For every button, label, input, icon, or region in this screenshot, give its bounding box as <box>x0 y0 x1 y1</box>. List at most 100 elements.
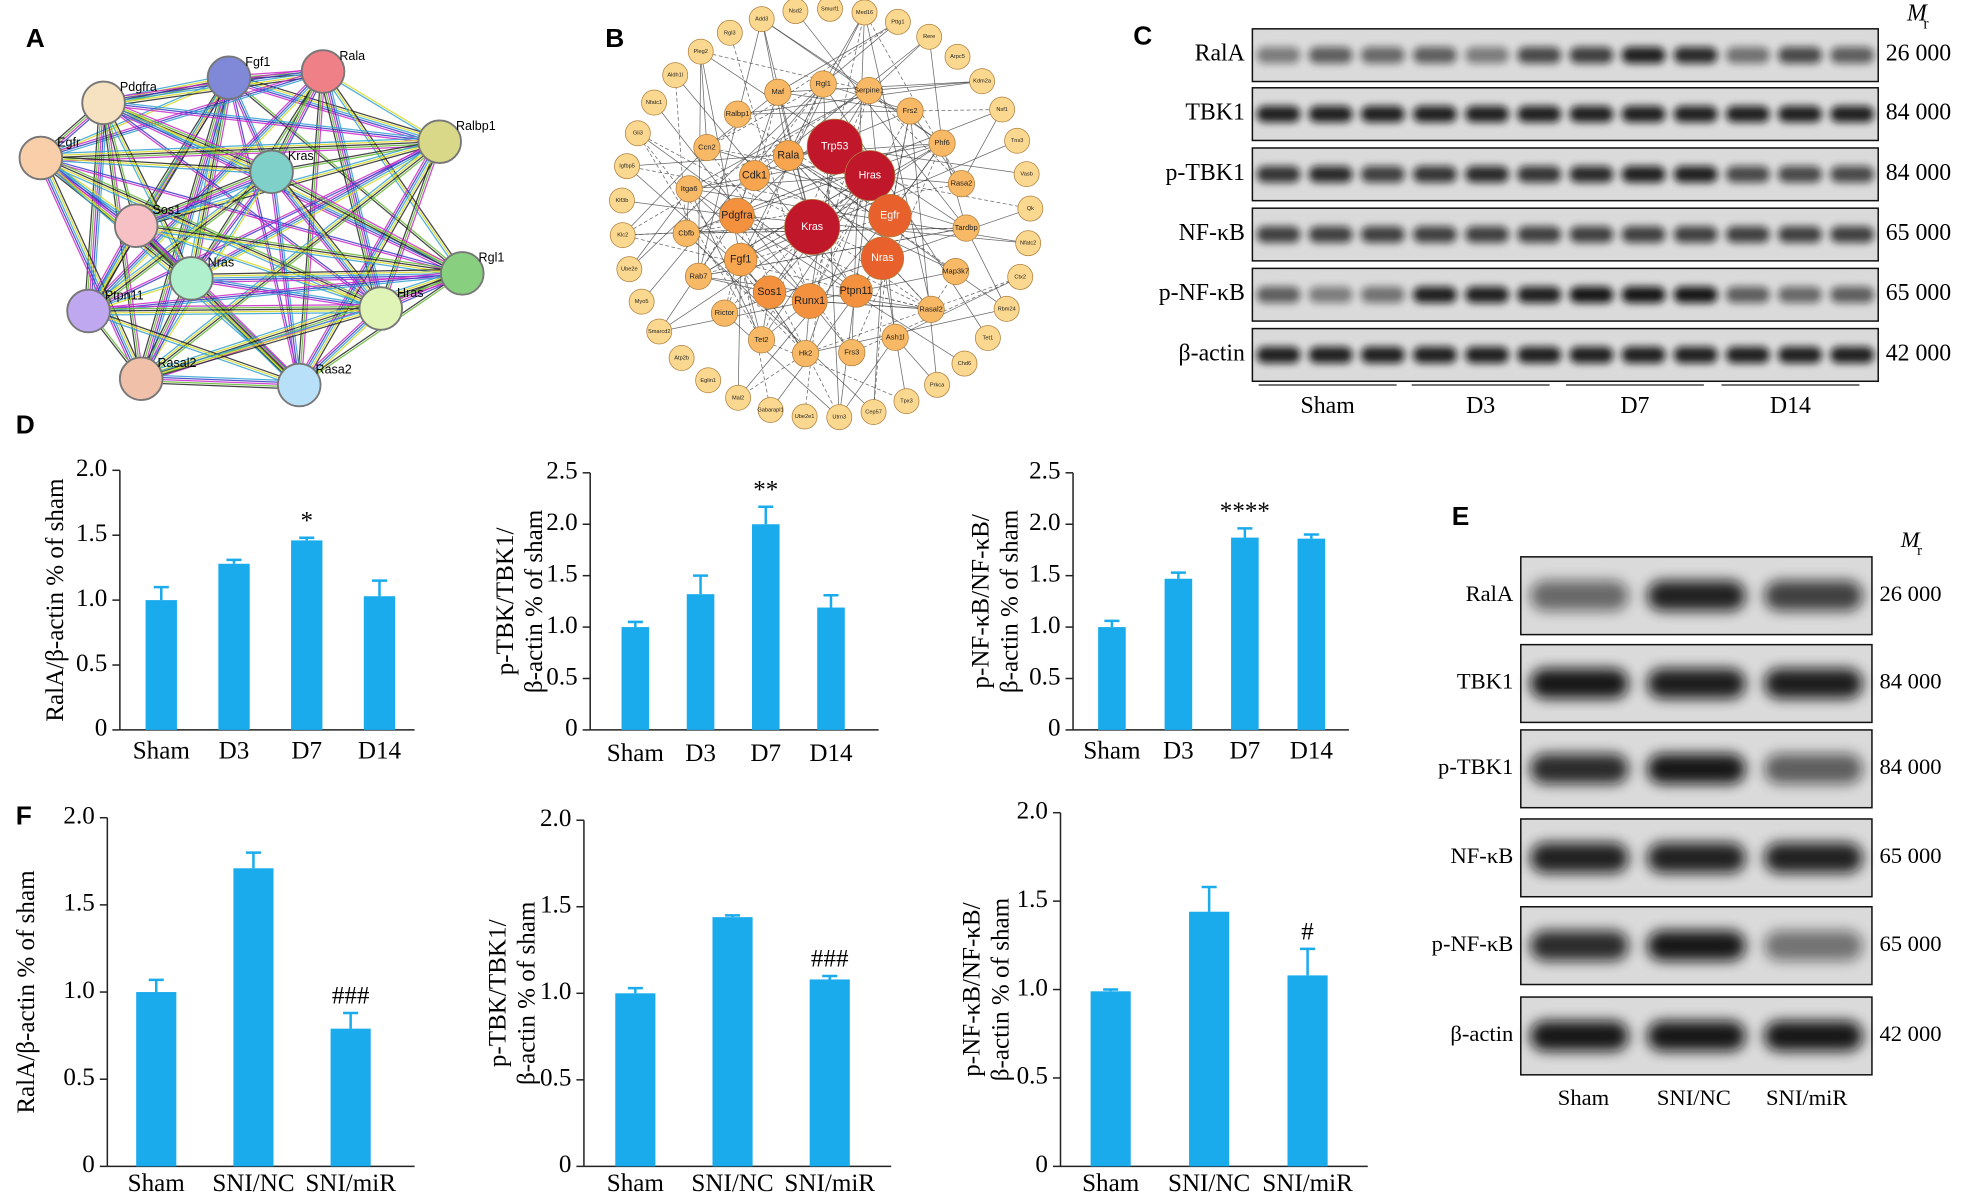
network-node <box>724 100 752 128</box>
node-label: Kras <box>288 149 314 163</box>
network-edge <box>777 91 911 112</box>
network-node <box>668 345 695 371</box>
node-label: Rala <box>777 149 799 161</box>
network-edge <box>805 276 1021 354</box>
network-edge <box>135 228 462 278</box>
significance-label: ** <box>753 476 778 503</box>
network-edge <box>141 380 300 388</box>
network-node <box>725 384 752 411</box>
network-edge <box>141 374 300 382</box>
bar <box>1189 911 1230 1167</box>
network-edge <box>141 307 381 380</box>
network-edge <box>103 102 440 143</box>
node-label: Tpx3 <box>900 399 913 405</box>
network-edge <box>87 140 440 311</box>
blot-box <box>1251 28 1879 83</box>
node-label: Nfatc1 <box>646 100 662 106</box>
network-edge <box>873 258 883 413</box>
blot-band <box>1360 226 1405 243</box>
x-tick-label: D7 <box>750 740 781 767</box>
node-label: Tardbp <box>955 223 978 232</box>
blot-row-label: p-NF-κB <box>1432 931 1514 956</box>
blot-band <box>1530 842 1629 873</box>
mr-subscript: r <box>1923 16 1929 33</box>
network-node <box>1017 195 1044 222</box>
network-edge <box>698 51 702 277</box>
error-bar <box>822 974 838 980</box>
error-bar <box>1201 885 1217 912</box>
blot-row-label: p-NF-κB <box>1159 280 1245 306</box>
network-node <box>752 275 787 309</box>
panel-label: F <box>16 801 32 831</box>
network-edge <box>191 268 463 276</box>
blot-band <box>1465 286 1509 303</box>
node-label: Sos1 <box>152 203 181 217</box>
group-label: Sham <box>1558 1085 1610 1110</box>
node-label: Ralbp1 <box>456 119 496 133</box>
blot-box <box>1251 207 1879 262</box>
mr-label: 84 000 <box>1886 160 1951 186</box>
blot-band <box>1621 105 1666 123</box>
network-edge <box>190 277 300 386</box>
network-edge <box>621 200 737 217</box>
error-bar <box>823 593 839 608</box>
error-bar <box>1170 571 1186 579</box>
blot-row-label: β-actin <box>1179 340 1245 366</box>
node-label: Sos1 <box>757 286 781 298</box>
network-node <box>951 350 978 377</box>
node-label: Rictor <box>715 308 735 317</box>
blot-band <box>1778 105 1822 123</box>
x-tick-label: Sham <box>607 740 665 767</box>
network-b: Nsd2 Smurf1 Med16 Pttg1 Rere Arpc5 Kdm2a Nsf1 Tn… <box>609 0 1044 431</box>
blot-band <box>1413 226 1457 243</box>
network-node <box>693 134 721 162</box>
y-tick-label: 0 <box>1035 1151 1048 1178</box>
network-node <box>440 251 485 296</box>
blot-row-label: TBK1 <box>1457 669 1513 694</box>
network-node <box>916 23 943 50</box>
node-label: Cbfb <box>678 228 694 237</box>
network-edge <box>140 270 462 378</box>
network-node <box>764 78 792 106</box>
error-bar <box>1300 947 1316 976</box>
panel-label: D <box>16 409 35 439</box>
bar <box>1297 538 1326 730</box>
network-edge <box>823 21 899 85</box>
network-node <box>249 149 294 195</box>
x-tick-label: D14 <box>358 737 402 764</box>
panel-label: C <box>1133 21 1152 51</box>
bar <box>1231 537 1259 730</box>
node-label: Ralbp1 <box>726 109 750 118</box>
x-tick-label: SNI/NC <box>212 1170 294 1197</box>
network-edge <box>851 276 1021 353</box>
node-label: Frs3 <box>844 348 859 357</box>
network-node <box>695 367 722 394</box>
network-node <box>851 0 878 26</box>
network-edge <box>674 75 687 234</box>
blot-band <box>1517 47 1562 64</box>
network-node <box>806 118 863 175</box>
blot-band <box>1778 286 1822 303</box>
blot-band <box>1308 47 1353 64</box>
node-label: Rasa2 <box>951 179 973 188</box>
x-tick-label: SNI/NC <box>691 1170 773 1197</box>
node-label: Trp53 <box>821 141 849 153</box>
y-tick-label: 1.0 <box>540 978 571 1005</box>
network-node <box>944 43 971 70</box>
network-node <box>884 8 911 35</box>
network-edge <box>909 110 938 385</box>
network-edge <box>864 12 932 310</box>
node-label: Tns3 <box>1011 138 1024 144</box>
network-edge <box>83 102 101 311</box>
network-edge <box>40 137 440 155</box>
network-edge <box>89 173 274 314</box>
network-edge <box>761 175 871 341</box>
x-tick-label: D3 <box>1163 737 1194 764</box>
bar <box>615 993 656 1167</box>
blot-band <box>1725 286 1770 303</box>
network-edge <box>809 300 932 310</box>
bar <box>218 563 250 730</box>
node-label: Nsf1 <box>996 107 1008 113</box>
node-label: Hras <box>397 286 423 300</box>
error-bar <box>1303 533 1319 539</box>
